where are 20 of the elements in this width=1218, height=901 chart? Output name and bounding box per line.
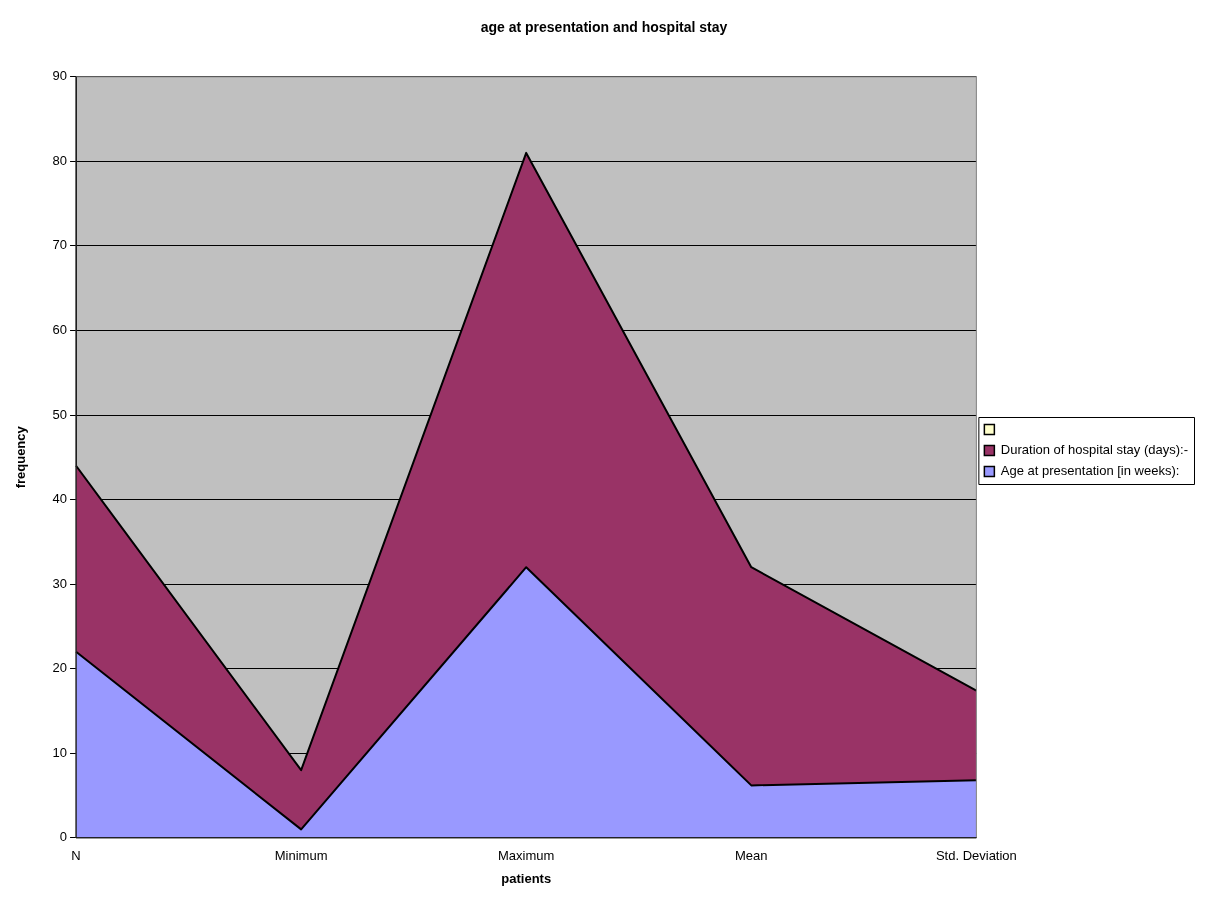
y-tick-label: 80 xyxy=(52,152,68,168)
legend-label: Age at presentation [in weeks): xyxy=(1000,463,1180,479)
x-tick-label: Maximum xyxy=(498,848,555,864)
y-tick-label: 10 xyxy=(52,744,68,760)
x-tick-label: Minimum xyxy=(274,848,328,864)
y-tick-label: 0 xyxy=(59,829,68,845)
x-tick-label: N xyxy=(71,848,81,864)
y-tick-label: 50 xyxy=(52,406,68,422)
x-tick-label: Std. Deviation xyxy=(935,848,1017,864)
legend-label: Duration of hospital stay (days):- xyxy=(1000,442,1189,458)
x-tick-label: Mean xyxy=(735,848,768,864)
y-tick-label: 20 xyxy=(52,660,68,676)
x-axis-title: patients xyxy=(501,870,552,886)
y-tick-label: 90 xyxy=(52,68,68,84)
y-axis-title: frequency xyxy=(13,425,29,489)
y-tick-label: 70 xyxy=(52,237,68,253)
y-tick-label: 60 xyxy=(52,322,68,338)
chart-title: age at presentation and hospital stay xyxy=(480,19,728,36)
y-tick-label: 40 xyxy=(52,491,68,507)
y-tick-label: 30 xyxy=(52,575,68,591)
